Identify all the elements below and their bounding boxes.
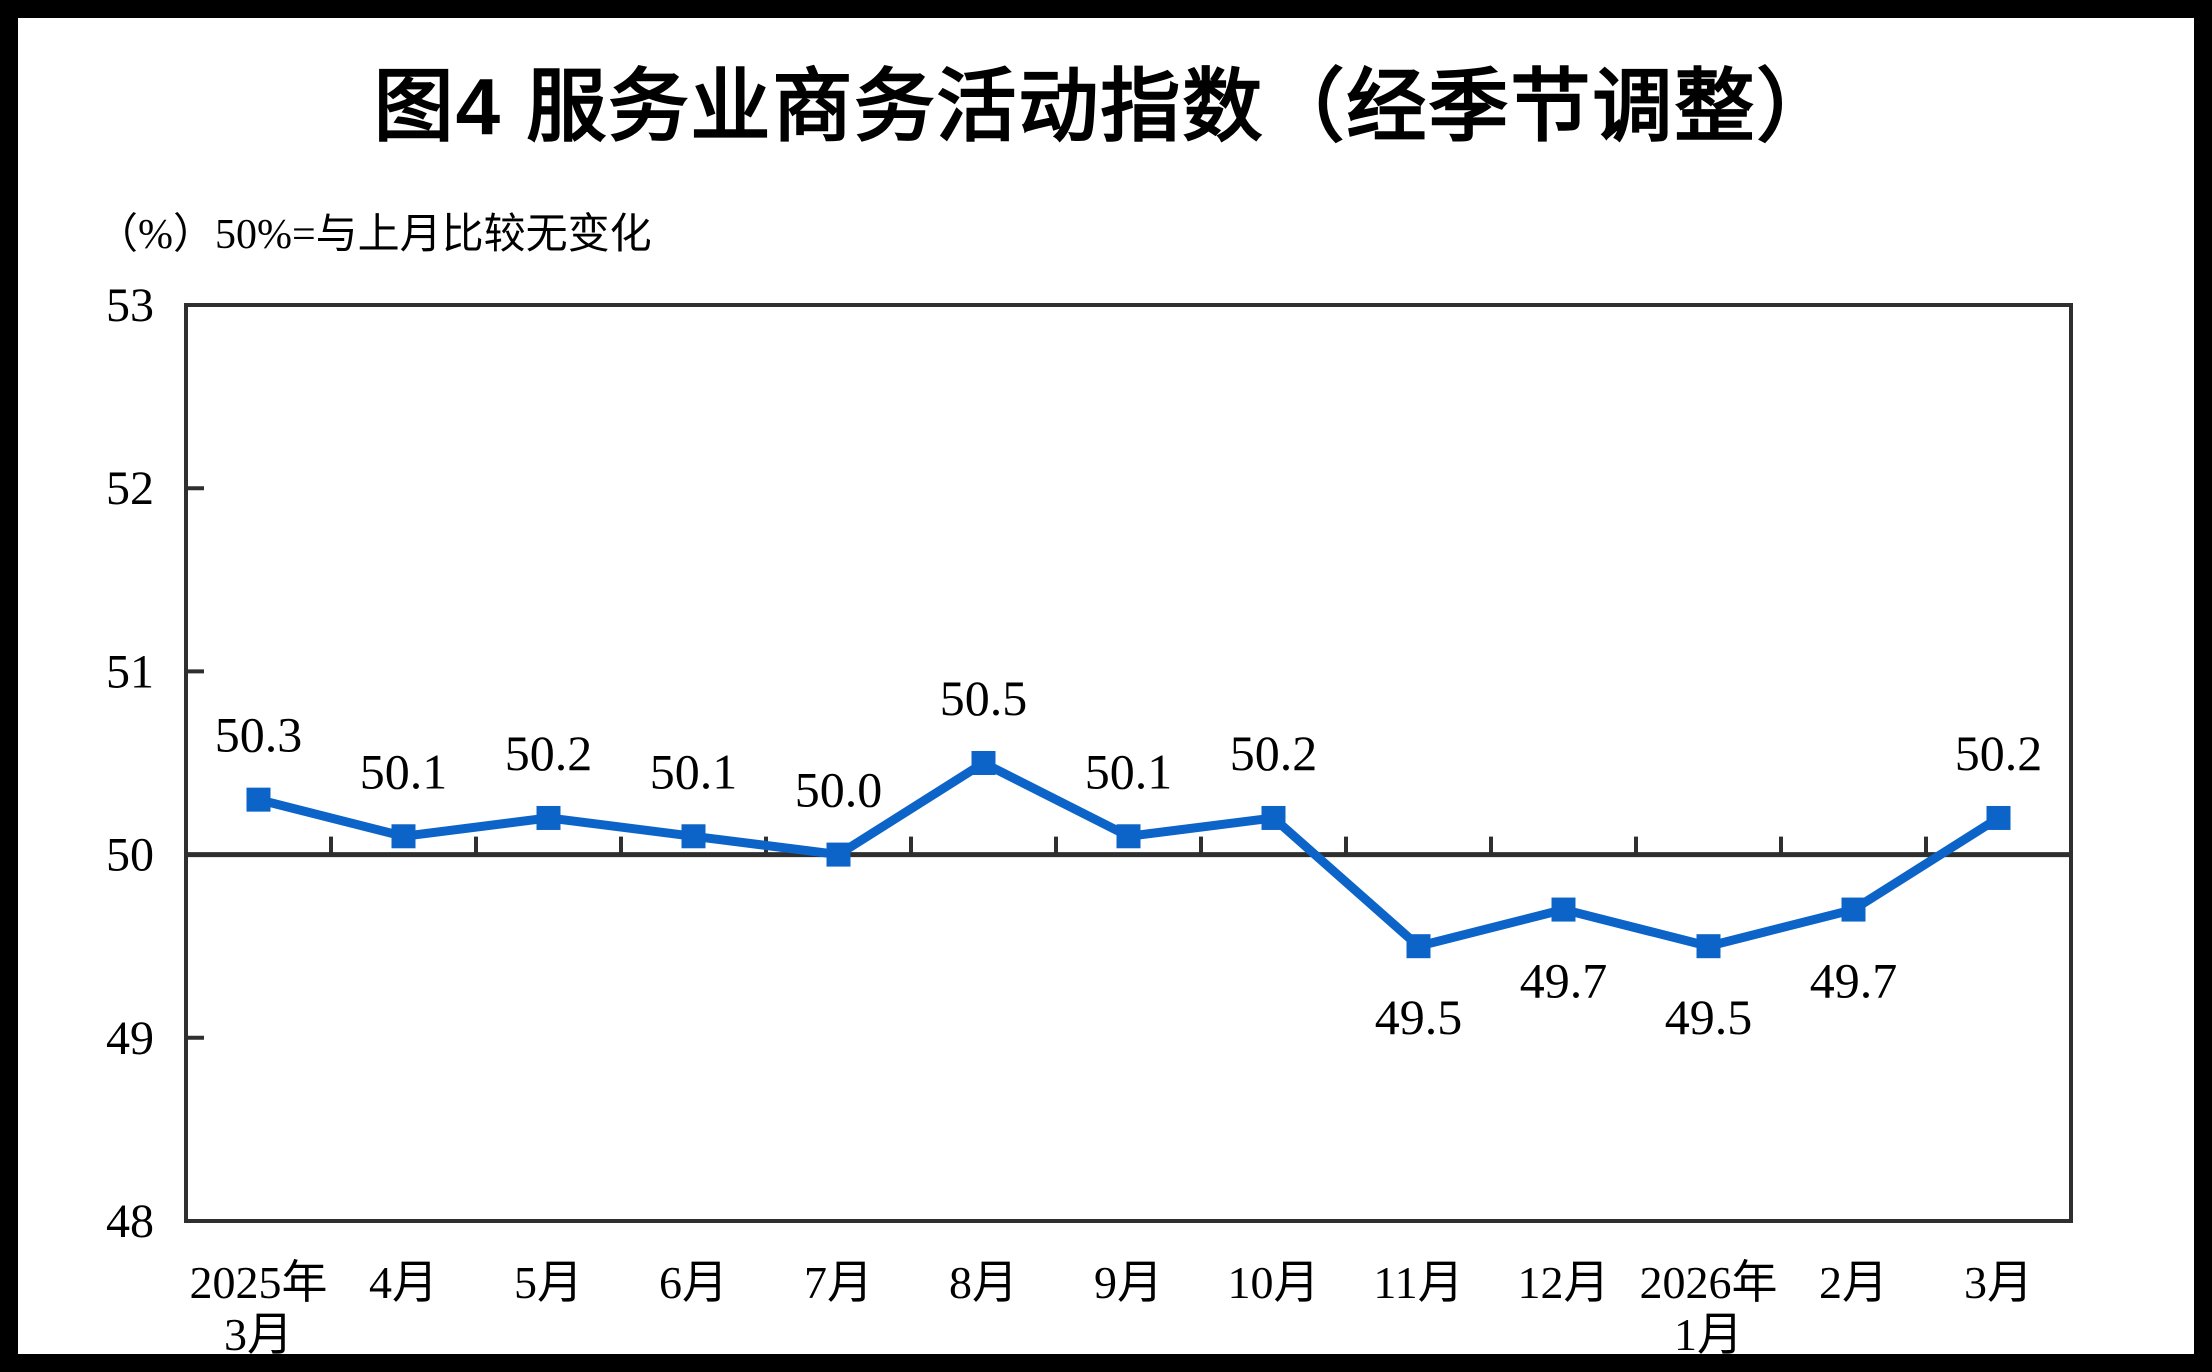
y-axis-label: 51 <box>106 645 154 698</box>
y-axis-label: 52 <box>106 462 154 515</box>
x-axis-label: 12月 <box>1518 1257 1610 1308</box>
x-axis-label: 5月 <box>514 1257 583 1308</box>
y-axis-label: 50 <box>106 829 154 882</box>
data-point-label: 49.5 <box>1375 989 1463 1045</box>
data-point-label: 50.2 <box>1955 725 2043 781</box>
x-axis-label: 2025年 <box>190 1257 328 1308</box>
x-axis-label: 7月 <box>804 1257 873 1308</box>
data-point-marker <box>1261 805 1286 830</box>
x-axis-label: 3月 <box>1964 1257 2033 1308</box>
x-axis-label: 3月 <box>224 1309 293 1360</box>
data-point-label: 49.7 <box>1810 953 1898 1009</box>
y-axis-label: 53 <box>106 279 154 332</box>
data-point-marker <box>1986 805 2011 830</box>
data-point-label: 49.5 <box>1665 989 1753 1045</box>
data-point-label: 50.1 <box>1085 743 1173 799</box>
data-point-label: 50.0 <box>795 762 883 818</box>
plot-border <box>184 303 2073 1223</box>
axis-unit-note: （%）50%=与上月比较无变化 <box>96 212 652 258</box>
x-axis-label: 4月 <box>369 1257 438 1308</box>
data-point-label: 50.1 <box>360 743 448 799</box>
data-point-marker <box>1406 934 1431 959</box>
data-point-marker <box>246 787 271 812</box>
x-axis-label: 2月 <box>1819 1257 1888 1308</box>
data-point-label: 49.7 <box>1520 953 1608 1009</box>
data-point-marker <box>826 842 851 867</box>
x-axis-label: 2026年 <box>1640 1257 1778 1308</box>
data-point-label: 50.1 <box>650 743 738 799</box>
x-axis-label: 1月 <box>1674 1309 1743 1360</box>
y-axis-label: 48 <box>106 1195 154 1248</box>
data-point-marker <box>971 751 996 775</box>
data-point-marker <box>1841 897 1866 922</box>
data-point-marker <box>681 824 706 849</box>
data-point-label: 50.5 <box>940 670 1028 726</box>
data-point-marker <box>391 824 416 849</box>
data-point-label: 50.2 <box>505 725 593 781</box>
x-axis-label: 11月 <box>1373 1257 1463 1308</box>
x-axis-label: 6月 <box>659 1257 728 1308</box>
x-axis-label: 8月 <box>949 1257 1018 1308</box>
chart-title: 图4 服务业商务活动指数（经季节调整） <box>373 62 1839 151</box>
data-point-label: 50.3 <box>215 707 303 763</box>
data-point-marker <box>1116 824 1141 849</box>
data-point-label: 50.2 <box>1230 725 1318 781</box>
data-point-marker <box>1696 934 1721 959</box>
x-axis-label: 10月 <box>1228 1257 1320 1308</box>
data-point-marker <box>536 805 561 830</box>
data-point-marker <box>1551 897 1576 922</box>
x-axis-label: 9月 <box>1094 1257 1163 1308</box>
y-axis-label: 49 <box>106 1012 154 1065</box>
